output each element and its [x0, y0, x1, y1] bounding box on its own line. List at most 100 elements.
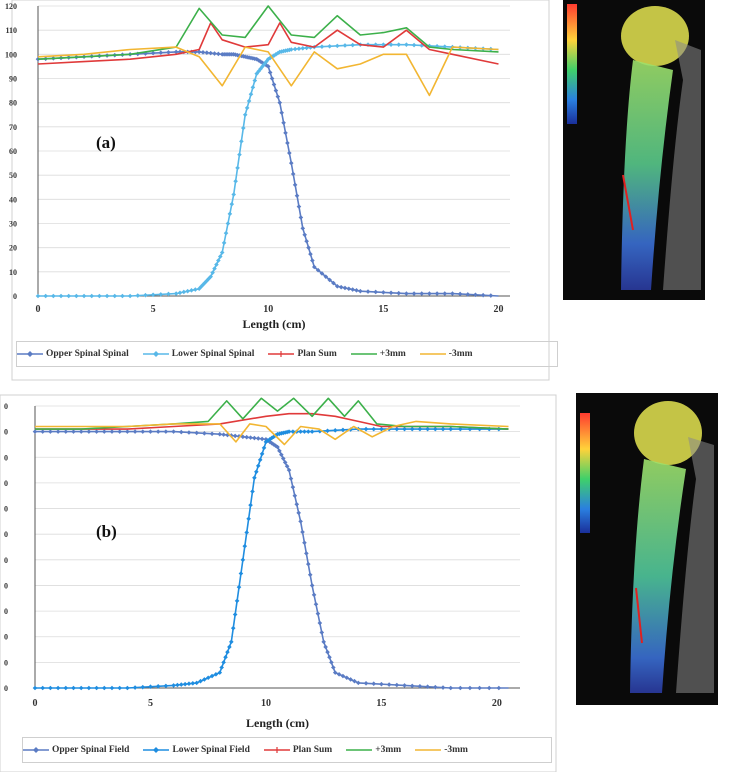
data-point [336, 672, 342, 677]
data-point [342, 43, 348, 48]
y-tick-label: 20 [9, 244, 17, 253]
data-point [94, 429, 99, 434]
x-tick-label: 20 [493, 304, 503, 315]
data-point [232, 612, 238, 617]
data-point [394, 426, 400, 432]
chart-panel-a: 0 10 20 30 40 50 60 70 80 90 100 110 120 0 5 10 15 20 Leng… [5, 0, 550, 381]
legend-item: Opper Spinal Spinal [17, 349, 129, 359]
data-point [292, 46, 298, 52]
data-point [365, 289, 371, 294]
data-point [396, 290, 402, 296]
data-point [143, 292, 148, 298]
data-point [281, 120, 286, 126]
data-point [173, 49, 179, 55]
data-point [163, 683, 169, 689]
data-point [244, 105, 250, 111]
data-point [55, 685, 61, 691]
data-point [246, 98, 252, 104]
y-tick-label: 0 [4, 402, 8, 411]
data-point [332, 428, 338, 433]
data-point [255, 463, 261, 469]
data-point [219, 250, 225, 255]
data-point [440, 426, 446, 432]
data-point [208, 50, 213, 56]
series-line-plan-sum [37, 22, 499, 65]
data-point [425, 684, 430, 690]
data-point [488, 293, 494, 298]
data-point [292, 493, 298, 499]
data-point [346, 286, 352, 292]
data-point [78, 429, 84, 434]
data-point [267, 437, 273, 442]
x-tick-label: 10 [263, 304, 273, 315]
data-point [298, 429, 303, 434]
data-point [331, 280, 336, 286]
y-tick-label: 0 [13, 292, 17, 301]
data-point [352, 678, 357, 684]
data-point [216, 258, 221, 263]
y-tick-label: 100 [5, 50, 17, 59]
data-point [271, 442, 276, 447]
data-point [269, 76, 275, 81]
data-point [232, 433, 238, 439]
data-point [58, 293, 64, 299]
legend-label: -3mm [448, 349, 473, 359]
data-point [248, 502, 253, 508]
data-point [181, 289, 187, 295]
data-point [150, 50, 156, 56]
data-point [225, 649, 230, 655]
legend-swatch [350, 353, 377, 355]
data-point [227, 211, 233, 217]
data-point [290, 171, 296, 177]
data-point [193, 287, 198, 292]
legend-item: Lower Spinal Field [143, 745, 250, 755]
data-point [148, 429, 153, 434]
data-point [335, 284, 340, 289]
data-point [166, 50, 171, 55]
data-point [217, 254, 223, 259]
data-point [273, 443, 278, 449]
data-point [285, 140, 290, 146]
data-point [155, 683, 161, 689]
data-point [221, 240, 227, 246]
data-point [217, 670, 223, 675]
data-point [427, 291, 432, 296]
data-point [396, 42, 402, 47]
data-point [132, 429, 138, 434]
ct-image-a [563, 0, 705, 300]
data-point [286, 429, 292, 434]
data-point [35, 293, 41, 299]
data-point [171, 429, 176, 434]
data-point [300, 45, 306, 51]
data-point [331, 665, 336, 670]
data-point [411, 291, 417, 296]
data-point [419, 43, 425, 48]
data-point [260, 60, 265, 66]
data-point [373, 289, 378, 295]
legend-panel-b: Opper Spinal Field Lower Spinal Field Plan… [22, 737, 552, 763]
data-point [242, 112, 248, 118]
data-point [158, 50, 164, 56]
data-point [235, 165, 240, 171]
legend-swatch [23, 747, 49, 753]
data-point [458, 685, 463, 691]
ct-image-b [576, 393, 718, 705]
data-point [388, 42, 394, 47]
data-point [275, 50, 281, 56]
data-point [257, 457, 263, 463]
y-tick-label: 60 [9, 147, 17, 156]
data-point [342, 285, 348, 291]
data-point [296, 46, 302, 51]
data-point [388, 290, 394, 296]
data-point [241, 125, 246, 131]
legend-swatch [419, 353, 446, 355]
data-point [242, 543, 248, 549]
x-axis-label: Length (cm) [243, 317, 306, 331]
data-point [117, 685, 122, 691]
data-point [309, 429, 315, 434]
legend-label: Plan Sum [297, 349, 337, 359]
y-tick-label: 10 [9, 268, 17, 277]
data-point [166, 291, 171, 297]
data-point [254, 469, 259, 475]
